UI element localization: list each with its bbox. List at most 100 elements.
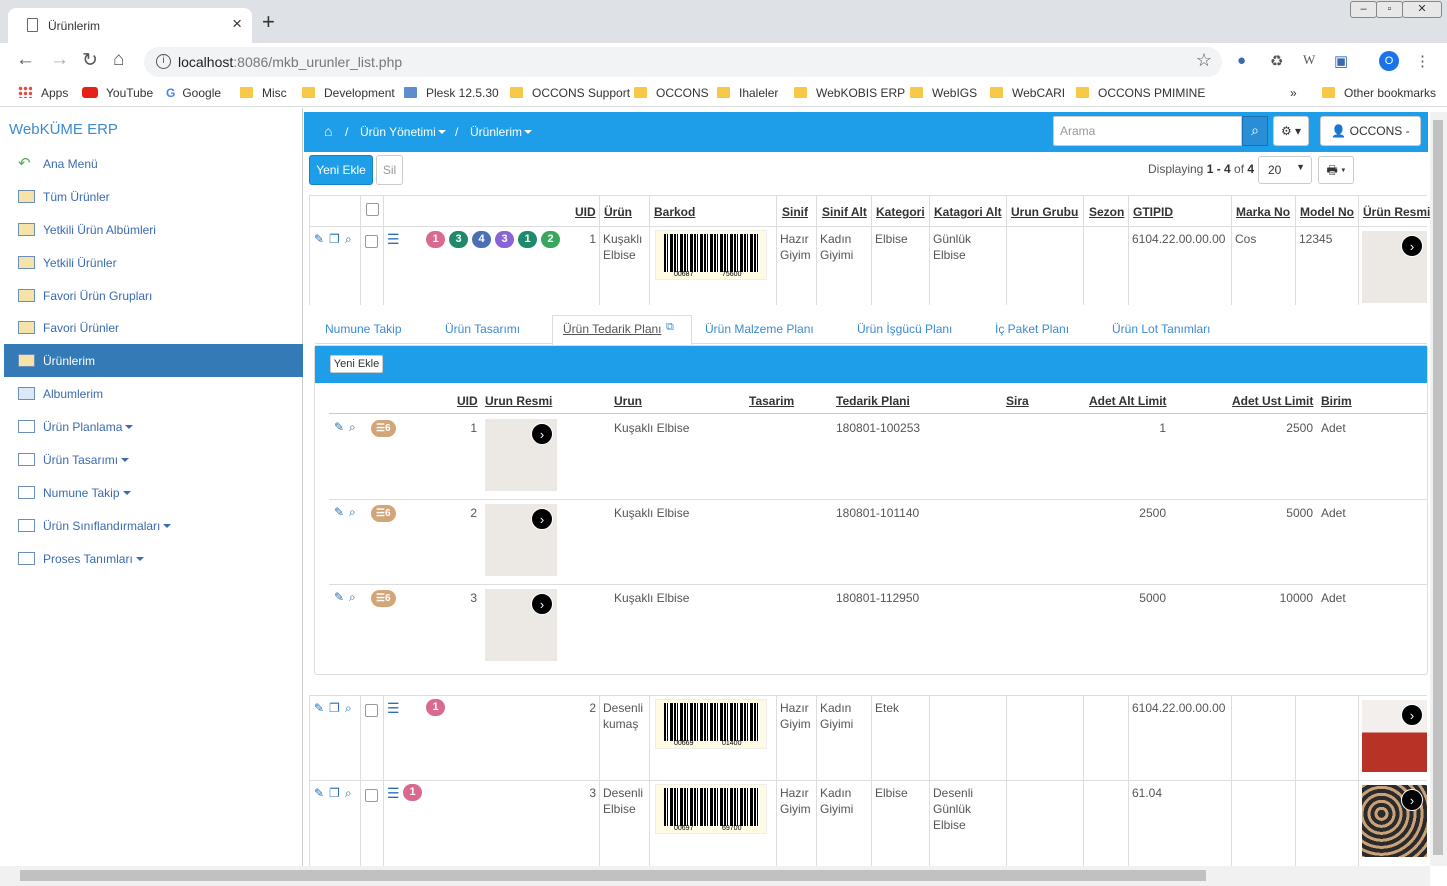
sidebar-item-favori-urun-gruplari[interactable]: Favori Ürün Grupları [4, 279, 303, 312]
bookmark-other[interactable]: Other bookmarks [1322, 86, 1436, 100]
bookmark-webcari[interactable]: WebCARI [990, 86, 1065, 100]
horizontal-scroll-thumb[interactable] [20, 870, 1206, 881]
search-icon[interactable]: ⌕ [345, 232, 352, 246]
badge[interactable]: 2 [541, 231, 560, 248]
list-icon[interactable]: ☰ [387, 231, 400, 247]
new-tab-icon[interactable]: + [262, 9, 275, 34]
chevron-right-icon[interactable]: » [1290, 86, 1297, 100]
edit-icon[interactable]: ✎ [314, 232, 325, 246]
column-header-gtipid[interactable]: GTIPID [1133, 205, 1174, 219]
search-icon[interactable]: ⌕ [349, 420, 356, 434]
chevron-right-icon[interactable]: › [1401, 789, 1423, 811]
search-icon[interactable]: ⌕ [349, 505, 356, 519]
product-image[interactable]: › [1362, 700, 1427, 772]
back-icon[interactable]: ← [16, 49, 35, 70]
sub-header-urun[interactable]: Urun [614, 394, 642, 408]
badge[interactable]: 3 [495, 231, 514, 248]
sub-header-sira[interactable]: Sira [1006, 394, 1029, 408]
bookmark-youtube[interactable]: YouTube [82, 86, 153, 100]
badge[interactable]: 1 [426, 231, 445, 248]
info-icon[interactable]: i [156, 54, 171, 69]
product-image[interactable]: › [485, 589, 557, 661]
column-header-marka-no[interactable]: Marka No [1236, 205, 1291, 219]
edit-icon[interactable]: ✎ [334, 505, 345, 519]
list-badge[interactable]: ☰6 [371, 590, 396, 607]
search-input[interactable]: Arama [1053, 116, 1242, 146]
sub-header-adet-ust-limit[interactable]: Adet Ust Limit [1232, 394, 1314, 408]
url-field[interactable]: i localhost:8086/mkb_urunler_list.php ☆ [144, 47, 1222, 77]
list-badge[interactable]: ☰6 [371, 505, 396, 522]
tab-urun-malzeme-plani[interactable]: Ürün Malzeme Planı [705, 322, 814, 336]
badge[interactable]: 1 [426, 699, 445, 716]
recycle-icon[interactable]: ♻ [1270, 53, 1284, 70]
print-button[interactable]: 🖶 ▾ [1318, 156, 1354, 184]
column-header-katagori-alt[interactable]: Katagori Alt [934, 205, 1002, 219]
column-header-urun[interactable]: Ürün [604, 205, 632, 219]
search-icon[interactable]: ⌕ [1242, 116, 1268, 146]
tab-ic-paket-plani[interactable]: İç Paket Planı [995, 322, 1070, 336]
forward-icon[interactable]: → [50, 49, 69, 70]
edit-icon[interactable]: ✎ [334, 590, 345, 604]
tab-numune-takip[interactable]: Numune Takip [325, 322, 402, 336]
bookmark-occons-support[interactable]: OCCONS Support [510, 86, 630, 100]
product-image[interactable]: › [485, 419, 557, 491]
badge[interactable]: 3 [449, 231, 468, 248]
star-icon[interactable]: ☆ [1195, 50, 1212, 70]
sidebar-item-urunlerim[interactable]: Ürünlerim [4, 344, 303, 377]
column-header-sezon[interactable]: Sezon [1089, 205, 1125, 219]
bookmark-development[interactable]: Development [302, 86, 395, 100]
browser-tab[interactable]: Ürünlerim × [8, 8, 252, 43]
bookmark-plesk[interactable]: Plesk 12.5.30 [404, 86, 499, 100]
search-icon[interactable]: ⌕ [345, 786, 352, 800]
sidebar-item-urun-tasarimi[interactable]: Ürün Tasarımı [4, 443, 303, 476]
column-header-urun-resmi[interactable]: Ürün Resmi [1363, 205, 1431, 219]
bookmark-occons-pmimine[interactable]: OCCONS PMIMINE [1076, 86, 1205, 100]
row-checkbox[interactable] [365, 235, 378, 248]
close-tab-icon[interactable]: × [232, 14, 242, 33]
tab-urun-tedarik-plani[interactable]: Ürün Tedarik Planı ⧉ [552, 315, 692, 345]
chevron-right-icon[interactable]: › [531, 508, 553, 530]
column-header-kategori[interactable]: Kategori [876, 205, 925, 219]
sidebar-item-favori-urunler[interactable]: Favori Ürünler [4, 311, 303, 344]
chevron-right-icon[interactable]: › [1401, 704, 1423, 726]
bookmark-webkobis[interactable]: WebKOBIS ERP [794, 86, 905, 100]
sub-add-button[interactable]: Yeni Ekle [330, 355, 383, 373]
bookmark-apps[interactable]: Apps [18, 86, 68, 100]
list-icon[interactable]: ☰ [387, 785, 400, 801]
copy-icon[interactable]: ❐ [329, 701, 340, 715]
sub-header-tedarik-plani[interactable]: Tedarik Plani [836, 394, 910, 408]
search-icon[interactable]: ⌕ [345, 701, 352, 715]
brand-title[interactable]: WebKÜME ERP [9, 121, 118, 138]
tab-urun-tasarimi[interactable]: Ürün Tasarımı [445, 322, 521, 336]
copy-icon[interactable]: ❐ [329, 232, 340, 246]
column-header-urun-grubu[interactable]: Urun Grubu [1011, 205, 1079, 219]
sidebar-item-albumlerim[interactable]: Albumlerim [4, 377, 303, 410]
sidebar-item-yetkili-urunler[interactable]: Yetkili Ürünler [4, 246, 303, 279]
row-checkbox[interactable] [365, 789, 378, 802]
w-extension-icon[interactable]: W [1303, 52, 1316, 67]
tab-urun-isgucu-plani[interactable]: Ürün İşgücü Planı [857, 322, 953, 336]
maximize-icon[interactable]: ▫ [1376, 1, 1403, 18]
badge[interactable]: 1 [518, 231, 537, 248]
product-image[interactable]: › [1362, 231, 1427, 303]
product-image[interactable]: › [1362, 785, 1427, 857]
add-button[interactable]: Yeni Ekle [309, 155, 373, 185]
close-window-icon[interactable]: ✕ [1402, 1, 1442, 18]
profile-avatar[interactable]: O [1379, 51, 1399, 71]
row-checkbox[interactable] [365, 704, 378, 717]
globe-icon[interactable]: ● [1237, 52, 1247, 69]
reload-icon[interactable]: ↻ [82, 50, 98, 71]
bookmark-misc[interactable]: Misc [240, 86, 287, 100]
sidebar-item-ana-menu[interactable]: ↶ Ana Menü [18, 155, 98, 172]
chevron-right-icon[interactable]: › [531, 423, 553, 445]
product-image[interactable]: › [485, 504, 557, 576]
column-header-sinif-alt[interactable]: Sinif Alt [822, 205, 867, 219]
edit-icon[interactable]: ✎ [314, 701, 325, 715]
breadcrumb-urunlerim[interactable]: Ürünlerim [470, 125, 533, 139]
sidebar-item-urun-planlama[interactable]: Ürün Planlama [4, 410, 303, 443]
camera-icon[interactable]: ▣ [1334, 53, 1349, 70]
sub-header-adet-alt-limit[interactable]: Adet Alt Limit [1089, 394, 1167, 408]
page-size-select[interactable]: 20 ▼ [1258, 156, 1312, 184]
copy-icon[interactable]: ❐ [329, 786, 340, 800]
vertical-scroll-thumb[interactable] [1433, 120, 1443, 855]
